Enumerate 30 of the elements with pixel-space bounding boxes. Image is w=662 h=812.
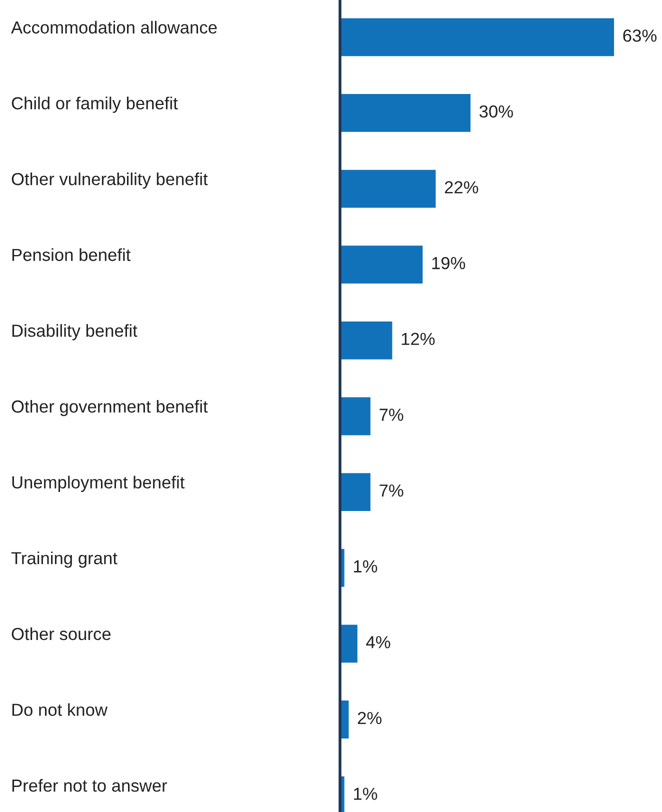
y-tick-label: Other government benefit bbox=[12, 400, 208, 416]
data-label: 2% bbox=[358, 712, 382, 724]
data-label: 7% bbox=[380, 408, 404, 421]
y-tick-label: Disability benefit bbox=[12, 324, 138, 340]
data-label: 30% bbox=[479, 105, 513, 118]
bar bbox=[340, 18, 614, 56]
bar bbox=[340, 397, 370, 436]
y-tick-label: Unemployment benefit bbox=[12, 476, 185, 492]
data-label: 63% bbox=[623, 30, 657, 42]
y-tick-label: Child or family benefit bbox=[12, 96, 178, 113]
bar bbox=[340, 170, 436, 208]
bar bbox=[340, 246, 423, 284]
data-label: 1% bbox=[354, 788, 378, 800]
bar bbox=[340, 624, 358, 663]
data-label: 12% bbox=[402, 332, 435, 346]
bar bbox=[340, 473, 370, 512]
y-tick-label: Prefer not to answer bbox=[12, 779, 168, 792]
y-tick-label: Other vulnerability benefit bbox=[12, 172, 208, 189]
bar bbox=[340, 94, 470, 132]
y-tick-label: Training grant bbox=[11, 552, 118, 568]
data-label: 1% bbox=[354, 560, 378, 572]
y-tick-label: Accommodation allowance bbox=[11, 20, 217, 34]
bar bbox=[340, 321, 392, 360]
data-label: 4% bbox=[366, 636, 390, 648]
data-label: 22% bbox=[444, 181, 478, 194]
y-tick-label: Pension benefit bbox=[12, 248, 131, 262]
y-tick-label: Other source bbox=[12, 627, 111, 640]
y-tick-label: Do not know bbox=[12, 703, 108, 716]
data-label: 7% bbox=[380, 484, 404, 497]
data-label: 19% bbox=[432, 256, 466, 270]
